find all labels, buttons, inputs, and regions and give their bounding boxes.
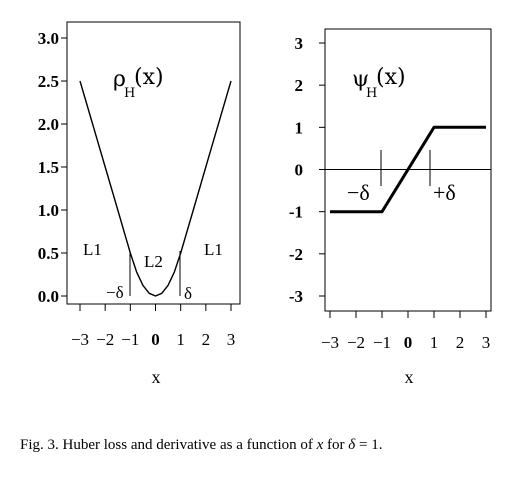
x-tick-label: 3 [482, 333, 491, 352]
x-tick-label: −3 [71, 330, 89, 349]
x-tick-label: 0 [404, 333, 413, 352]
caption-prefix: Fig. 3. Huber loss and derivative as a f… [20, 437, 317, 453]
y-tick-label: 0.0 [38, 287, 59, 306]
y-tick-label: 1.0 [38, 201, 59, 220]
huber-loss-panel: 0.0 0.5 1.0 1.5 2.0 2.5 3.0 −3 −2 −1 0 1 2 3 L1 L2 L… [38, 21, 241, 387]
x-axis-label: x [152, 367, 161, 387]
y-tick-label: -2 [289, 245, 303, 264]
caption-suffix: = 1. [355, 437, 383, 453]
x-tick-label: 1 [176, 330, 185, 349]
x-axis: −3 −2 −1 0 1 2 3 [71, 304, 235, 349]
x-tick-label: −1 [121, 330, 139, 349]
y-tick-label: -1 [289, 203, 303, 222]
function-subscript: H [366, 86, 377, 101]
figure-caption: Fig. 3. Huber loss and derivative as a f… [20, 437, 510, 454]
caption-middle: for [323, 437, 349, 453]
y-tick-label: 2.5 [38, 72, 59, 91]
y-axis: 0.0 0.5 1.0 1.5 2.0 2.5 3.0 [38, 29, 67, 306]
annotation-l2: L2 [144, 252, 163, 271]
series-group [79, 80, 232, 297]
function-symbol: ψ [352, 67, 369, 92]
caption-var-x: x [316, 437, 324, 453]
y-tick-label: 3 [295, 34, 304, 53]
x-axis: −3 −2 −1 0 1 2 3 [321, 311, 490, 352]
series-line [330, 125, 486, 214]
x-tick-label: −3 [321, 333, 339, 352]
x-tick-label: 1 [430, 333, 439, 352]
x-tick-label: −2 [347, 333, 365, 352]
x-tick-label: 2 [202, 330, 211, 349]
function-label: ρ H (x) [113, 65, 164, 101]
y-tick-label: 2 [295, 76, 304, 95]
annotation-minus-delta: −δ [347, 180, 370, 205]
function-argument: (x) [376, 65, 406, 90]
figure: 0.00.51.01.52.02.53.0 −3 −2 −1 0 1 2 3 L1 L2 L… [38, 21, 492, 387]
x-tick-label: −2 [96, 330, 114, 349]
annotation-minus-delta: −δ [106, 283, 124, 302]
y-tick-label: 0.5 [38, 244, 59, 263]
y-tick-label: -3 [289, 287, 303, 306]
y-tick-label: 3.0 [38, 29, 59, 48]
x-tick-label: 2 [456, 333, 465, 352]
y-tick-label: 1 [295, 118, 304, 137]
annotation-plus-delta: +δ [433, 180, 456, 205]
y-tick-label: 0 [295, 161, 304, 180]
annotation-l1-right: L1 [204, 240, 223, 259]
x-tick-label: −1 [373, 333, 391, 352]
series-line [79, 80, 232, 297]
delta-markers [380, 150, 431, 186]
function-label: ψ H (x) [352, 65, 406, 101]
function-symbol: ρ [113, 67, 126, 92]
function-argument: (x) [134, 65, 164, 90]
function-subscript: H [124, 86, 135, 101]
y-axis: -3 -2 -1 0 1 2 3 [289, 34, 325, 306]
x-tick-label: 3 [227, 330, 236, 349]
y-tick-label: 2.0 [38, 115, 59, 134]
x-axis-label: x [405, 367, 414, 387]
y-tick-label: 1.5 [38, 158, 59, 177]
delta-markers [129, 251, 181, 296]
annotation-l1-left: L1 [83, 240, 102, 259]
series-group [330, 125, 486, 214]
plot-frame [66, 21, 241, 305]
caption-var-delta: δ [348, 437, 356, 453]
annotation-delta: δ [184, 284, 192, 303]
x-tick-label: 0 [151, 330, 160, 349]
